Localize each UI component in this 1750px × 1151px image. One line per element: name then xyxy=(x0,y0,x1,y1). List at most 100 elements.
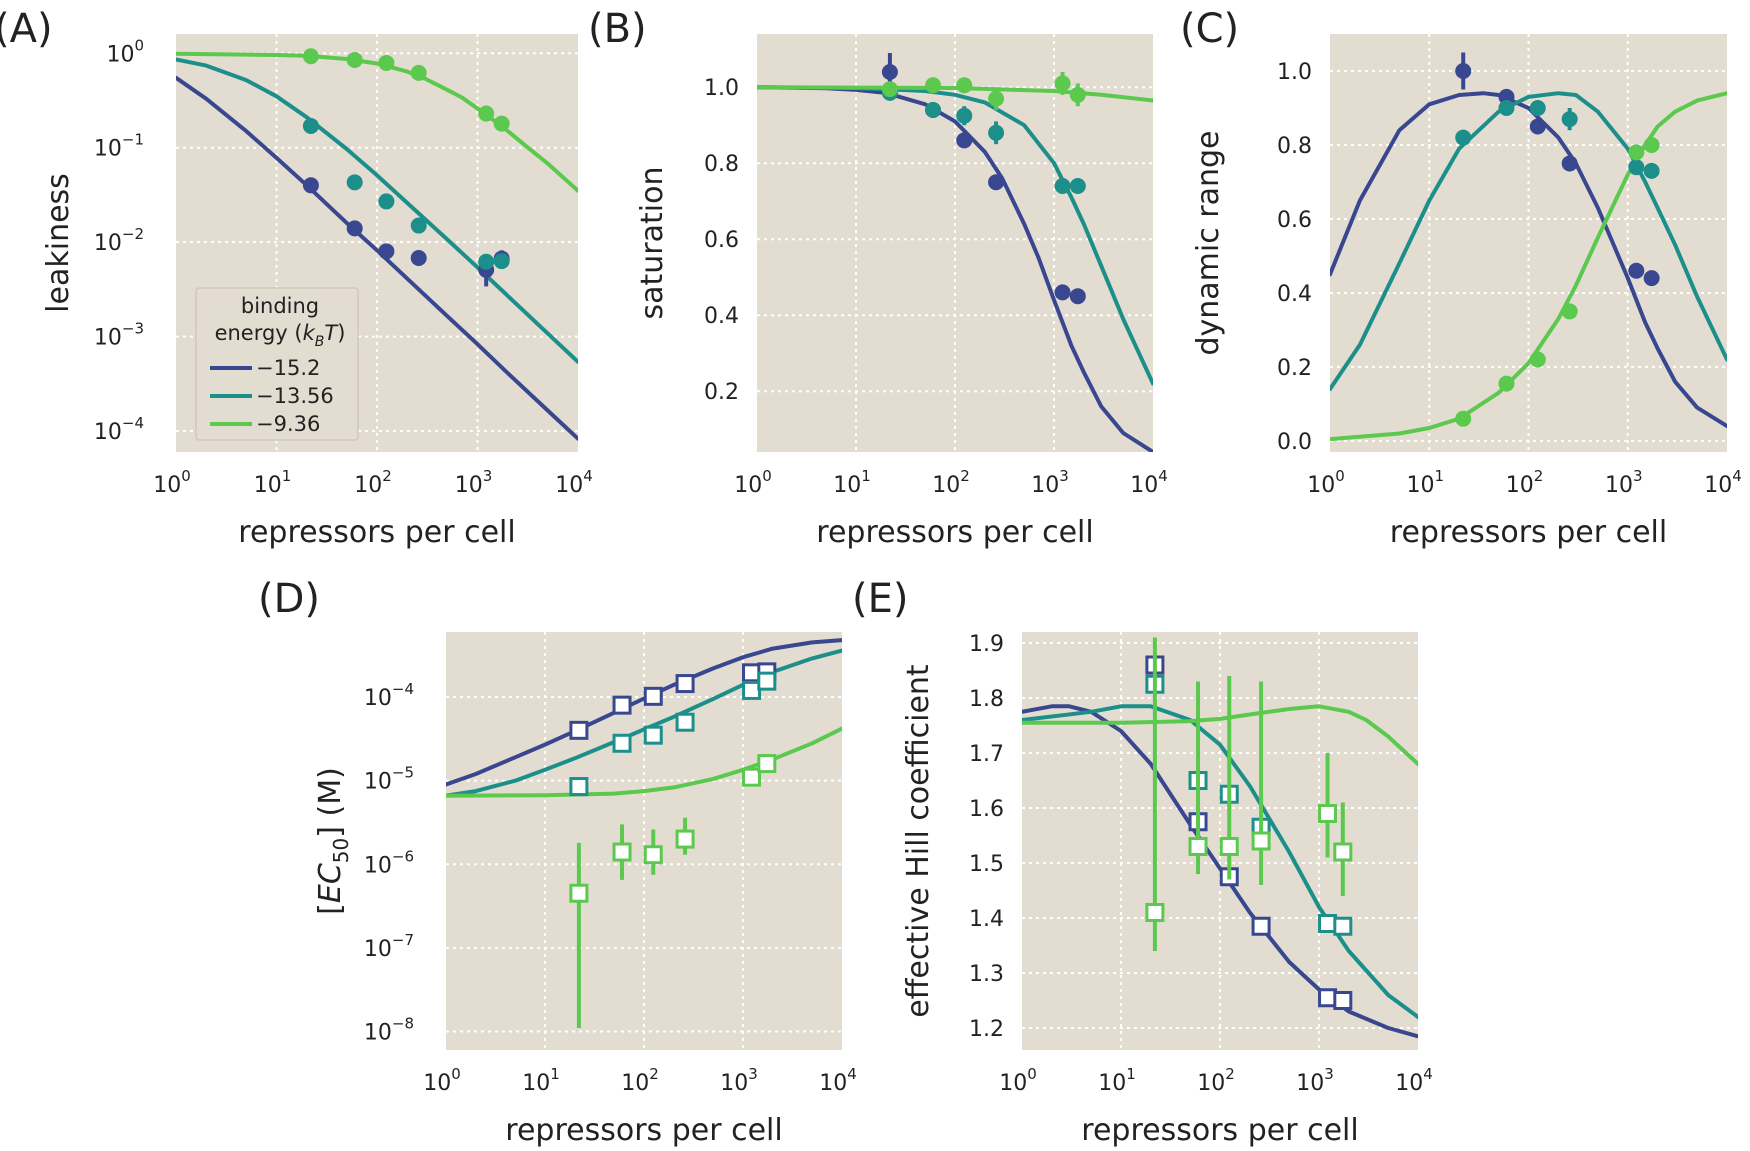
y-axis-label: leakiness xyxy=(41,173,76,313)
y-tick-label: 0.2 xyxy=(1277,356,1312,381)
plot-area xyxy=(176,51,578,441)
data-point xyxy=(302,177,319,194)
data-point xyxy=(569,720,589,740)
data-point xyxy=(1455,129,1472,146)
series-curve-1 xyxy=(1022,704,1418,1019)
data-point xyxy=(742,663,762,683)
data-point xyxy=(742,680,762,700)
x-tick-label: 104 xyxy=(555,467,593,498)
data-point xyxy=(1498,88,1515,105)
x-tick-label: 101 xyxy=(254,467,292,498)
data-point xyxy=(881,81,898,98)
y-tick-label: 10−2 xyxy=(94,225,144,256)
panel-letter: (E) xyxy=(852,576,908,622)
y-tick-label: 10−4 xyxy=(94,414,144,445)
x-tick-label: 102 xyxy=(1506,467,1544,498)
legend-title: binding xyxy=(241,294,319,318)
data-point xyxy=(1069,178,1086,194)
plot-area xyxy=(1330,91,1727,442)
x-tick-label: 103 xyxy=(1296,1065,1334,1096)
chart-panel-e: 100 101 102 103 104 1.9 1.8 1.7 1.6 1.5 1.4 1.3 1.2 r… xyxy=(852,576,1433,1148)
y-tick-label: 1.5 xyxy=(969,852,1004,877)
y-tick-label: 1.6 xyxy=(969,797,1004,822)
data-point xyxy=(1069,288,1086,305)
data-point xyxy=(410,64,427,81)
data-point xyxy=(1628,144,1645,161)
x-tick-label: 103 xyxy=(720,1065,758,1096)
y-tick-label: 0.6 xyxy=(704,228,739,253)
y-tick-label: 10−4 xyxy=(364,680,414,711)
data-point xyxy=(988,124,1005,141)
series-curve-1 xyxy=(176,57,578,364)
data-point xyxy=(478,253,495,270)
data-point xyxy=(925,77,942,94)
x-tick-label: 101 xyxy=(1098,1065,1136,1096)
x-tick-label: 103 xyxy=(1031,467,1069,498)
x-tick-label: 102 xyxy=(354,467,392,498)
data-point xyxy=(1219,837,1239,856)
x-tick-label: 102 xyxy=(1197,1065,1235,1096)
x-tick-label: 100 xyxy=(734,467,772,498)
y-tick-label: 1.0 xyxy=(704,76,739,101)
data-point xyxy=(1318,914,1338,933)
data-point xyxy=(1561,155,1578,172)
data-point xyxy=(612,733,632,753)
series-curve-1 xyxy=(1330,91,1727,392)
x-tick-label: 104 xyxy=(1130,467,1168,498)
y-tick-label: 10−1 xyxy=(94,131,144,162)
data-point xyxy=(1251,831,1271,851)
data-point xyxy=(675,674,695,694)
x-tick-label: 100 xyxy=(423,1065,461,1096)
y-tick-label: 10−7 xyxy=(364,931,414,962)
series-curve-1 xyxy=(757,85,1153,386)
data-point xyxy=(302,48,319,65)
y-axis-label: effective Hill coefficient xyxy=(901,664,936,1018)
data-point xyxy=(1054,75,1071,92)
series-curve-2 xyxy=(1330,91,1727,442)
data-point xyxy=(1318,988,1338,1008)
data-point xyxy=(478,105,495,122)
data-point xyxy=(410,249,427,266)
y-tick-label: 0.4 xyxy=(1277,282,1312,307)
data-point xyxy=(378,193,395,210)
y-tick-label: 1.8 xyxy=(969,687,1004,712)
y-tick-label: 0.2 xyxy=(704,380,739,405)
data-point xyxy=(1561,303,1578,320)
y-tick-label: 1.9 xyxy=(969,632,1004,657)
data-points xyxy=(569,662,777,1028)
data-point xyxy=(956,77,973,94)
data-point xyxy=(1054,284,1071,301)
y-tick-label: 100 xyxy=(106,36,144,67)
data-point xyxy=(1069,86,1086,103)
data-point xyxy=(612,842,632,862)
x-tick-label: 102 xyxy=(621,1065,659,1096)
data-point xyxy=(493,115,510,132)
x-tick-label: 101 xyxy=(1406,467,1444,498)
y-axis-label: dynamic range xyxy=(1191,130,1226,355)
y-tick-label: 1.4 xyxy=(969,907,1004,932)
data-point xyxy=(1628,262,1645,279)
chart-panel-b: 100 101 102 103 104 1.0 0.8 0.6 0.4 0.2 repressors… xyxy=(588,6,1168,550)
data-point xyxy=(1643,270,1660,287)
legend-entry: −9.36 xyxy=(256,412,320,436)
legend-entry: −13.56 xyxy=(256,384,334,408)
x-tick-label: 101 xyxy=(522,1065,560,1096)
data-point xyxy=(1455,410,1472,427)
x-axis-label: repressors per cell xyxy=(1081,1113,1358,1148)
x-axis-label: repressors per cell xyxy=(238,515,515,550)
data-point xyxy=(1333,842,1353,862)
y-tick-label: 1.2 xyxy=(969,1017,1004,1042)
x-axis-label: repressors per cell xyxy=(1390,515,1667,550)
data-point xyxy=(346,220,363,237)
y-tick-label: 0.8 xyxy=(1277,134,1312,159)
data-point xyxy=(675,712,695,732)
panel-letter: (A) xyxy=(0,6,53,52)
data-point xyxy=(956,132,973,149)
chart-panel-c: 100 101 102 103 104 1.0 0.8 0.6 0.4 0.2 0.0 repress… xyxy=(1180,6,1742,550)
data-point xyxy=(988,90,1005,107)
data-point xyxy=(346,51,363,68)
y-axis-label: [EC50] (M) xyxy=(313,767,353,915)
data-point xyxy=(643,845,663,865)
y-tick-label: 10−8 xyxy=(364,1014,414,1045)
